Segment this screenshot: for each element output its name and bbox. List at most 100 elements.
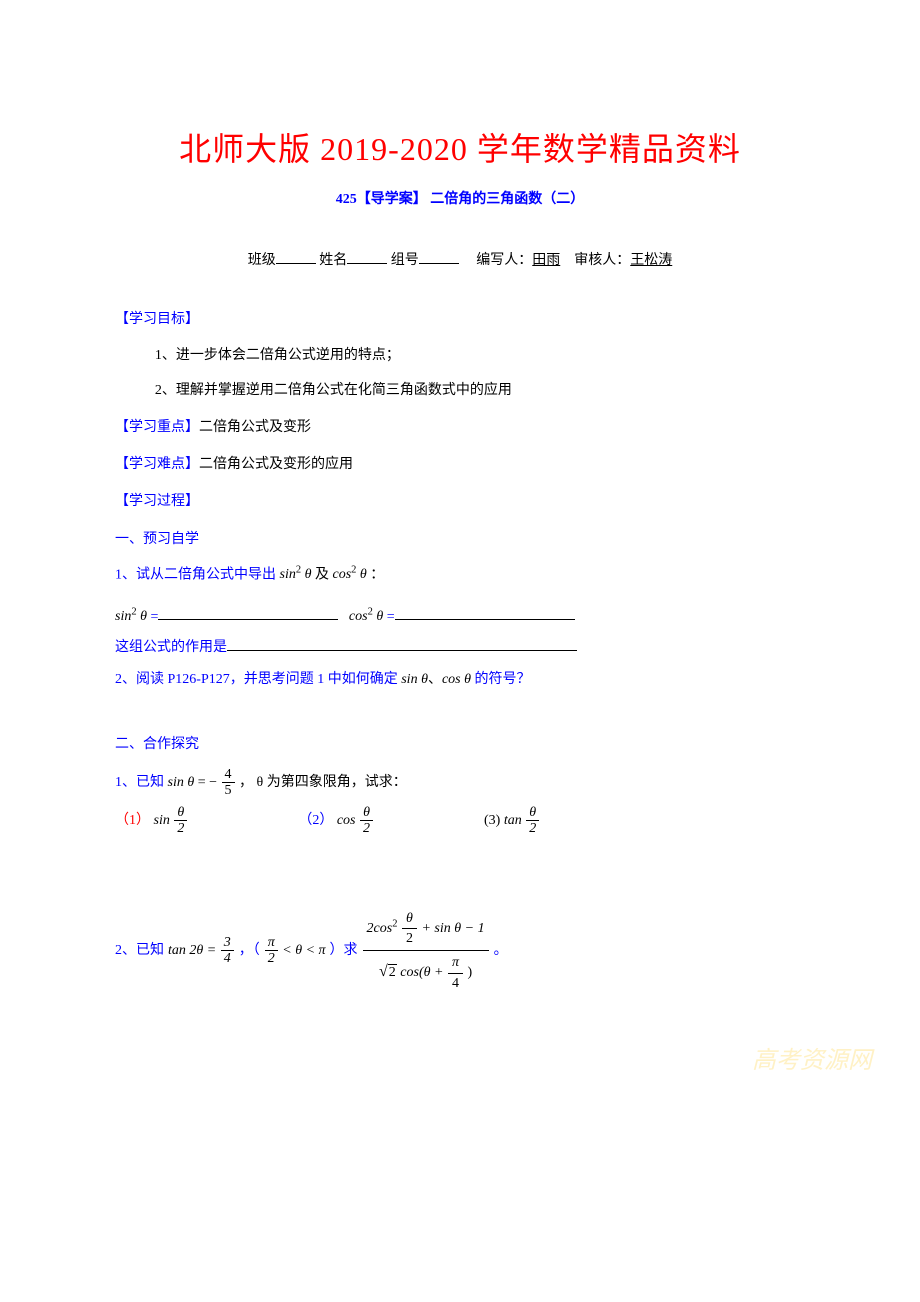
problem-2: 2、已知 tan 2θ = 3 4 ，（ π 2 < θ < π ）求 2cos… bbox=[115, 907, 805, 996]
explore-heading: 二、合作探究 bbox=[115, 732, 805, 757]
p2-pi2: π 2 bbox=[265, 935, 278, 967]
p2-pi-den: 2 bbox=[265, 951, 278, 966]
group-blank bbox=[419, 249, 459, 264]
preview-q2: 2、阅读 P126-P127，并思考问题 1 中如何确定 sin θ、cos θ… bbox=[115, 667, 805, 692]
p2-frac1-num: 3 bbox=[221, 935, 234, 951]
p1-2-label: （2） bbox=[298, 813, 333, 828]
group-label: 组号 bbox=[391, 253, 419, 268]
p2-interval: π 2 < θ < π bbox=[264, 935, 326, 967]
meta-line: 班级 姓名 组号 编写人：田雨 审核人：王松涛 bbox=[115, 248, 805, 273]
p2-frac1-den: 4 bbox=[221, 951, 234, 966]
p2-paren-open: ，（ bbox=[239, 938, 260, 963]
sin2-lhs: sin2 θ bbox=[115, 609, 150, 624]
p1-1-expr: sin θ 2 bbox=[154, 813, 189, 828]
cos-text-2: cos bbox=[349, 609, 368, 624]
focus-label: 【学习重点】 bbox=[115, 420, 199, 435]
difficulty-text: 二倍角公式及变形的应用 bbox=[199, 457, 353, 472]
p1-3-num: θ bbox=[526, 805, 539, 821]
q1-cos2: cos2 θ bbox=[332, 567, 370, 582]
problem-1-subparts: （1） sin θ 2 （2） cos θ 2 (3) tan bbox=[115, 805, 805, 837]
sin-text-2: sin bbox=[115, 609, 131, 624]
p1-2-den: 2 bbox=[360, 821, 373, 836]
p2-paren-close: ）求 bbox=[330, 938, 358, 963]
p1-sub-1: （1） sin θ 2 bbox=[115, 805, 188, 837]
difficulty-label-row: 【学习难点】二倍角公式及变形的应用 bbox=[115, 452, 805, 477]
process-label: 【学习过程】 bbox=[115, 489, 805, 514]
p1-sin: sin bbox=[168, 775, 184, 790]
focus-text: 二倍角公式及变形 bbox=[199, 420, 311, 435]
class-label: 班级 bbox=[248, 253, 276, 268]
theta-2: θ bbox=[360, 567, 367, 582]
main-title: 北师大版 2019-2020 学年数学精品资料 bbox=[115, 121, 805, 179]
sin-text: sin bbox=[280, 567, 296, 582]
problem-1: 1、已知 sin θ = − 4 5 ， θ 为第四象限角，试求： bbox=[115, 767, 805, 799]
cos2-lhs: cos2 θ bbox=[349, 609, 387, 624]
p2-big-frac: 2cos2 θ 2 + sin θ − 1 √2 cos(θ + π 4 ) bbox=[362, 907, 490, 996]
preview-heading: 一、预习自学 bbox=[115, 527, 805, 552]
p1-1-frac: θ 2 bbox=[174, 805, 187, 837]
p1-frac-den: 5 bbox=[222, 783, 235, 798]
target-item-2: 2、理解并掌握逆用二倍角公式在化简三角函数式中的应用 bbox=[115, 378, 805, 403]
p1-sub-3: (3) tan θ 2 bbox=[484, 805, 540, 837]
sin-theta: sin θ bbox=[401, 672, 428, 687]
p1-2-frac: θ 2 bbox=[360, 805, 373, 837]
cos-text: cos bbox=[332, 567, 351, 582]
p1-frac-num: 4 bbox=[222, 767, 235, 783]
author-name: 田雨 bbox=[532, 253, 560, 268]
p2-lhs: tan 2θ = 3 4 bbox=[168, 935, 235, 967]
and-char: 及 bbox=[315, 567, 329, 582]
q2-prefix: 2、阅读 P126-P127，并思考问题 1 中如何确定 bbox=[115, 672, 398, 687]
p2-main-num: 2cos2 θ 2 + sin θ − 1 bbox=[363, 907, 489, 952]
blank-effect bbox=[227, 636, 577, 651]
p2-lt: < θ < bbox=[282, 943, 318, 958]
reviewer-name: 王松涛 bbox=[630, 253, 672, 268]
p2-den-inner-num: π bbox=[448, 953, 463, 973]
name-blank bbox=[347, 249, 387, 264]
learning-target-label: 【学习目标】 bbox=[115, 307, 805, 332]
theta-4: θ bbox=[376, 609, 383, 624]
watermark: 高考资源网 bbox=[752, 1040, 872, 1083]
p1-1-den: 2 bbox=[174, 821, 187, 836]
p1-prefix: 1、已知 bbox=[115, 775, 164, 790]
p1-sub-2: （2） cos θ 2 bbox=[298, 805, 374, 837]
cos-theta: cos θ bbox=[442, 672, 471, 687]
p2-prefix: 2、已知 bbox=[115, 938, 164, 963]
theta-1: θ bbox=[305, 567, 312, 582]
p1-2-num: θ bbox=[360, 805, 373, 821]
p1-cond: ， θ 为第四象限角，试求： bbox=[239, 775, 407, 790]
p2-main-frac: 2cos2 θ 2 + sin θ − 1 √2 cos(θ + π 4 ) bbox=[363, 907, 489, 996]
sin-cos-blanks: sin2 θ = cos2 θ = bbox=[115, 604, 805, 630]
p2-den-inner-den: 4 bbox=[448, 974, 463, 993]
q1-prefix: 1、试从二倍角公式中导出 bbox=[115, 567, 276, 582]
blank-sin2 bbox=[158, 605, 338, 620]
sub-title: 425【导学案】 二倍角的三角函数（二） bbox=[115, 187, 805, 212]
effect-prefix: 这组公式的作用是 bbox=[115, 640, 227, 655]
theta-3: θ bbox=[140, 609, 147, 624]
blank-cos2 bbox=[395, 605, 575, 620]
p1-3-expr: tan θ 2 bbox=[504, 813, 540, 828]
p2-pi-rhs: π bbox=[319, 943, 326, 958]
p2-period: 。 bbox=[494, 938, 508, 963]
p1-1-num: θ bbox=[174, 805, 187, 821]
p2-num-inner-num: θ bbox=[402, 909, 417, 929]
name-label: 姓名 bbox=[319, 253, 347, 268]
p1-2-expr: cos θ 2 bbox=[337, 813, 374, 828]
author-label: 编写人： bbox=[476, 253, 532, 268]
eq-2: = bbox=[387, 609, 395, 624]
eq-1: = bbox=[150, 609, 158, 624]
p2-pi-num: π bbox=[265, 935, 278, 951]
p2-den-inner-frac: π 4 bbox=[448, 953, 463, 993]
colon-1: ： bbox=[370, 567, 384, 582]
p1-theta: θ bbox=[187, 775, 194, 790]
p1-frac: 4 5 bbox=[222, 767, 235, 799]
p1-eq: = bbox=[198, 775, 209, 790]
preview-q1: 1、试从二倍角公式中导出 sin2 θ 及 cos2 θ ： bbox=[115, 562, 805, 588]
p1-equation: sin θ = − 4 5 bbox=[168, 775, 240, 790]
document-page: 北师大版 2019-2020 学年数学精品资料 425【导学案】 二倍角的三角函… bbox=[0, 0, 920, 1302]
p1-minus: − bbox=[209, 775, 217, 790]
q2-suffix: 的符号？ bbox=[475, 672, 531, 687]
effect-line: 这组公式的作用是 bbox=[115, 635, 805, 660]
p2-main-den: √2 cos(θ + π 4 ) bbox=[363, 951, 489, 995]
p1-1-label: （1） bbox=[115, 813, 150, 828]
p1-3-den: 2 bbox=[526, 821, 539, 836]
